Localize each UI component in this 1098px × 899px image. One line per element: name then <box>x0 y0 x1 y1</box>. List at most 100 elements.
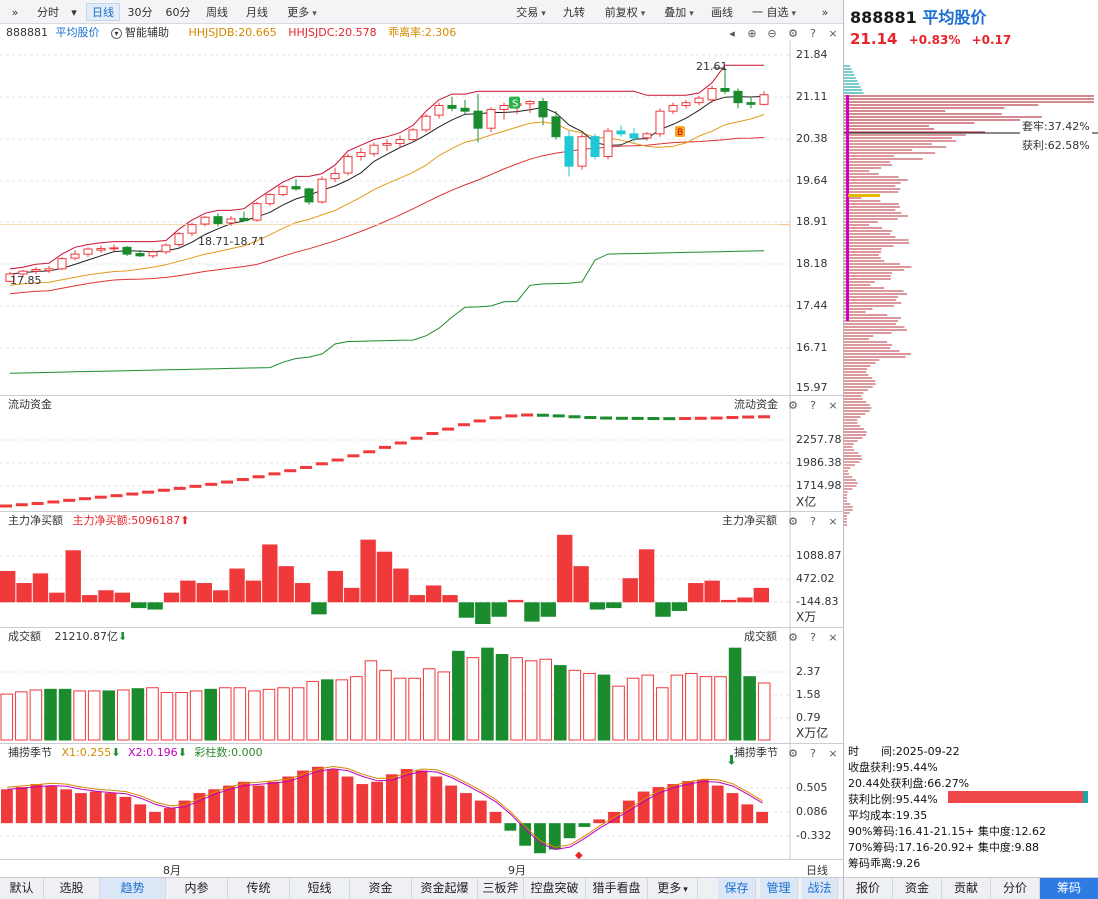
save-button[interactable]: 保存 <box>718 878 756 899</box>
period-month[interactable]: 月线 <box>246 6 268 19</box>
candle-body <box>694 97 704 104</box>
candle-body <box>70 253 80 259</box>
liquidity-mark <box>315 462 328 466</box>
zoom-in-icon[interactable]: ⊕ <box>747 27 757 40</box>
season-bar <box>119 796 132 824</box>
adjust-menu[interactable]: 前复权 <box>596 3 654 21</box>
close-icon[interactable]: × <box>828 631 838 644</box>
manage-button[interactable]: 管理 <box>760 878 798 899</box>
tab-contribution[interactable]: 贡献 <box>942 878 991 899</box>
trade-menu[interactable]: 交易 <box>508 3 554 21</box>
tab-control-break[interactable]: 控盘突破 <box>524 878 586 899</box>
candle-body <box>330 173 340 180</box>
smart-assist-toggle[interactable]: ▾ 智能辅助 <box>111 26 177 39</box>
period-30min[interactable]: 30分 <box>127 6 153 19</box>
help-icon[interactable]: ? <box>810 631 816 644</box>
liquidity-mark <box>268 472 281 476</box>
liquidity-mark <box>110 494 123 498</box>
season-bar <box>696 779 709 824</box>
help-icon[interactable]: ? <box>810 27 816 40</box>
zoom-out-icon[interactable]: ⊖ <box>767 27 777 40</box>
tab-short-term[interactable]: 短线 <box>290 878 350 899</box>
tab-quote[interactable]: 报价 <box>844 878 893 899</box>
main-net-bar <box>638 549 655 603</box>
settings-icon[interactable]: ⚙ <box>788 27 798 40</box>
period-minute-dropdown-icon[interactable]: ▾ <box>71 6 77 19</box>
turnover-title: 成交额 21210.87亿⬇ <box>8 628 127 646</box>
tab-trend[interactable]: 趋势 <box>100 878 166 899</box>
period-day[interactable]: 日线 <box>86 3 120 21</box>
tactics-button[interactable]: 战法 <box>802 878 838 899</box>
turnover-bar <box>714 676 727 741</box>
tab-chips[interactable]: 筹码 <box>1040 878 1098 899</box>
settings-icon[interactable]: ⚙ <box>788 515 798 528</box>
season-bar <box>519 823 532 846</box>
right-panel-tabs: 报价 资金 贡献 分价 筹码 <box>844 877 1098 899</box>
candle-body <box>44 268 54 272</box>
tab-default[interactable]: 默认 <box>0 878 44 899</box>
turnover-label: 成交额 <box>8 630 41 643</box>
season-bar <box>548 823 561 850</box>
season-bar <box>682 781 694 824</box>
liquidity-mark <box>536 413 549 417</box>
turnover-bar <box>364 660 378 741</box>
tab-funds[interactable]: 资金 <box>350 878 412 899</box>
tab-hunter[interactable]: 猎手看盘 <box>586 878 648 899</box>
tab-insider[interactable]: 内参 <box>166 878 228 899</box>
y-tick: -0.332 <box>796 829 832 842</box>
lower-band-line <box>9 250 765 374</box>
liquidity-mark <box>647 417 660 421</box>
collapse-left-icon[interactable]: » <box>11 6 19 19</box>
watchlist-menu[interactable]: 一 自选 <box>742 3 806 21</box>
candle-body <box>252 203 262 221</box>
period-week[interactable]: 周线 <box>206 6 228 19</box>
tab-stock-select[interactable]: 选股 <box>44 878 100 899</box>
main-net-bar <box>229 568 245 603</box>
main-net-bar <box>720 599 737 603</box>
turnover-bar <box>175 692 188 741</box>
liquidity-mark <box>284 469 297 473</box>
main-net-bar <box>147 602 163 610</box>
close-icon[interactable]: × <box>828 399 838 412</box>
chart-canvas[interactable]: S B ⬇ ◆ <box>0 40 843 859</box>
collapse-right-icon[interactable]: » <box>821 6 829 19</box>
turnover-bar <box>102 690 116 741</box>
candle-body <box>564 136 574 167</box>
settings-icon[interactable]: ⚙ <box>788 631 798 644</box>
candle-body <box>499 104 509 110</box>
liquidity-mark <box>442 427 455 431</box>
help-icon[interactable]: ? <box>810 515 816 528</box>
tab-three-axes[interactable]: 三板斧 <box>478 878 524 899</box>
stock-name[interactable]: 平均股价 <box>55 26 100 39</box>
candle-body <box>161 244 171 253</box>
season-bar <box>1 789 13 824</box>
close-icon[interactable]: × <box>828 27 838 40</box>
period-60min[interactable]: 60分 <box>165 6 191 19</box>
close-icon[interactable]: × <box>828 747 838 760</box>
main-net-bar <box>65 550 81 603</box>
tab-traditional[interactable]: 传统 <box>228 878 290 899</box>
period-more[interactable]: 更多 <box>280 3 324 21</box>
draw-button[interactable]: 画线 <box>711 6 733 19</box>
y-tick: 17.44 <box>796 299 828 312</box>
tab-fund-burst[interactable]: 资金起爆 <box>412 878 478 899</box>
y-tick: 18.18 <box>796 257 828 270</box>
turnover-bar <box>481 647 494 741</box>
prev-icon[interactable]: ◂ <box>729 27 735 40</box>
help-icon[interactable]: ? <box>810 399 816 412</box>
overlay-menu[interactable]: 叠加 <box>656 3 702 21</box>
chip-locked-label: 套牢:37.42% <box>1020 118 1092 134</box>
nine-turn-button[interactable]: 九转 <box>563 6 585 19</box>
settings-icon[interactable]: ⚙ <box>788 747 798 760</box>
candle-body <box>5 273 15 282</box>
turnover-bar <box>73 690 86 741</box>
turnover-bar <box>554 665 567 741</box>
settings-icon[interactable]: ⚙ <box>788 399 798 412</box>
tab-funds-rp[interactable]: 资金 <box>893 878 942 899</box>
close-icon[interactable]: × <box>828 515 838 528</box>
help-icon[interactable]: ? <box>810 747 816 760</box>
season-bar <box>149 811 161 824</box>
period-minute[interactable]: 分时 <box>37 6 59 19</box>
tab-price-split[interactable]: 分价 <box>991 878 1040 899</box>
tab-more[interactable]: 更多 ▾ <box>648 878 698 899</box>
